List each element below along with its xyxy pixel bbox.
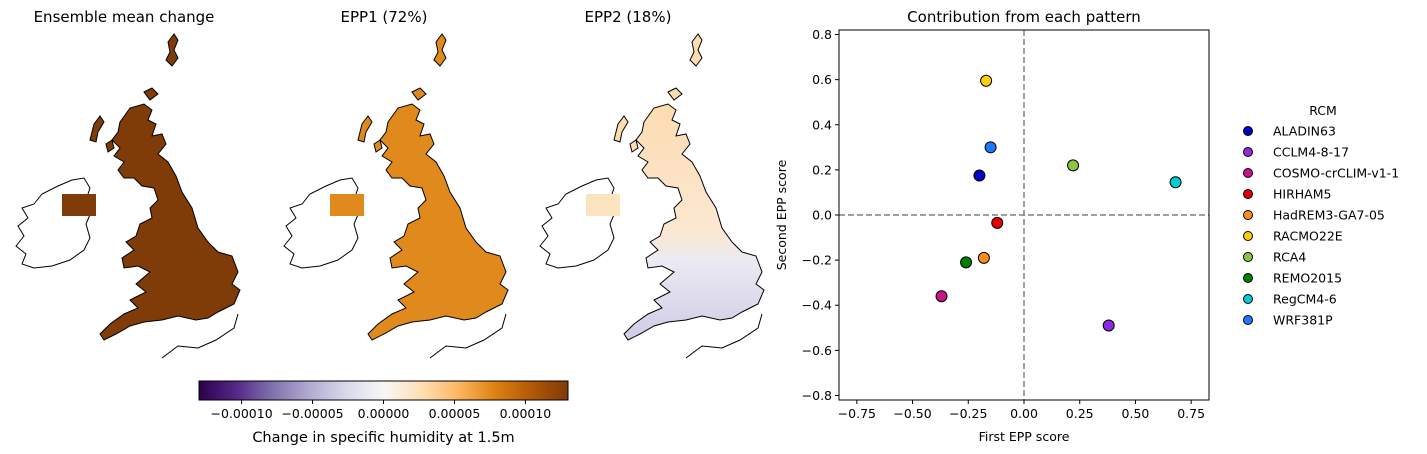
- y-tick-label-2: −0.4: [802, 298, 832, 313]
- ireland-outline-1: [15, 177, 93, 269]
- point-regcm4-6: [1169, 176, 1182, 189]
- legend-marker-6: [1243, 252, 1253, 262]
- y-tick-label-8: 0.8: [812, 27, 832, 42]
- plot-frame: [838, 29, 1210, 401]
- island-outline-2-3: [373, 139, 383, 153]
- y-tick-label-4: 0.0: [812, 208, 832, 223]
- ireland-outline-2: [283, 177, 361, 269]
- island-outline-1-3: [105, 139, 115, 153]
- y-tick-label-1: −0.6: [802, 343, 832, 358]
- colorbar-tick-label-3: 0.00005: [429, 406, 481, 421]
- island-outline-3-1: [667, 87, 683, 101]
- great-britain-map-3: [623, 103, 765, 341]
- x-tick-label-1: −0.50: [893, 406, 931, 421]
- legend-marker-1: [1243, 147, 1253, 157]
- northern-ireland-patch-1: [62, 194, 96, 216]
- map-title-1: Ensemble mean change: [34, 8, 215, 26]
- island-outline-2-0: [433, 33, 447, 67]
- map-panel-1: Ensemble mean change: [15, 8, 241, 359]
- colorbar-label: Change in specific humidity at 1.5m: [252, 430, 514, 446]
- legend-label-2: COSMO-crCLIM-v1-1: [1273, 166, 1399, 181]
- legend-marker-9: [1243, 315, 1253, 325]
- point-cclm4-8-17: [1102, 319, 1115, 332]
- legend-label-7: REMO2015: [1273, 271, 1342, 286]
- y-tick-label-0: −0.8: [802, 388, 832, 403]
- legend-label-9: WRF381P: [1273, 313, 1333, 328]
- legend-label-6: RCA4: [1273, 250, 1306, 265]
- x-tick-label-5: 0.50: [1122, 406, 1150, 421]
- legend-marker-0: [1243, 126, 1253, 136]
- colorbar-tick-label-1: −0.00005: [281, 406, 343, 421]
- x-tick-label-3: 0.00: [1010, 406, 1038, 421]
- x-tick-label-4: 0.25: [1066, 406, 1094, 421]
- island-outline-3-3: [629, 139, 639, 153]
- legend-title: RCM: [1309, 103, 1337, 118]
- legend-marker-3: [1243, 189, 1253, 199]
- x-tick-label-0: −0.75: [838, 406, 876, 421]
- island-outline-1-2: [89, 115, 105, 143]
- legend-marker-2: [1243, 168, 1253, 178]
- y-axis-label: Second EPP score: [774, 159, 789, 270]
- point-remo2015: [960, 256, 973, 269]
- point-wrf381p: [984, 141, 997, 154]
- island-outline-2-1: [411, 87, 427, 101]
- great-britain-map-2: [367, 103, 509, 341]
- point-hadrem3-ga7-05: [977, 251, 990, 264]
- northern-ireland-patch-2: [330, 194, 364, 216]
- ireland-outline-3: [539, 177, 617, 269]
- y-tick-label-3: −0.2: [802, 253, 832, 268]
- legend-marker-5: [1243, 231, 1253, 241]
- legend-label-4: HadREM3-GA7-05: [1273, 208, 1385, 223]
- legend-label-3: HIRHAM5: [1273, 187, 1331, 202]
- point-rca4: [1067, 159, 1080, 172]
- island-outline-1-1: [143, 87, 159, 101]
- point-racmo22e: [980, 74, 993, 87]
- colorbar-tick-label-2: 0.00000: [358, 406, 410, 421]
- x-tick-label-2: −0.25: [949, 406, 987, 421]
- point-hirham5: [991, 216, 1004, 229]
- map-title-3: EPP2 (18%): [585, 8, 672, 26]
- y-tick-label-7: 0.6: [812, 72, 832, 87]
- colorbar-tick-label-4: 0.00010: [500, 406, 552, 421]
- legend-marker-4: [1243, 210, 1253, 220]
- y-tick-label-6: 0.4: [812, 117, 832, 132]
- x-tick-label-6: 0.75: [1177, 406, 1205, 421]
- legend-label-5: RACMO22E: [1273, 229, 1343, 244]
- island-outline-1-0: [165, 33, 179, 67]
- colorbar: [198, 380, 569, 401]
- france-coast-2: [429, 313, 507, 359]
- france-coast-3: [685, 313, 763, 359]
- legend-label-8: RegCM4-6: [1273, 292, 1337, 307]
- legend-label-1: CCLM4-8-17: [1273, 145, 1349, 160]
- france-coast-1: [161, 313, 239, 359]
- chart-title: Contribution from each pattern: [907, 8, 1141, 26]
- y-tick-label-5: 0.2: [812, 162, 832, 177]
- legend-label-0: ALADIN63: [1273, 124, 1336, 139]
- map-panel-2: EPP1 (72%): [283, 8, 509, 359]
- island-outline-2-2: [357, 115, 373, 143]
- legend-marker-7: [1243, 273, 1253, 283]
- great-britain-map-1: [99, 103, 241, 341]
- map-title-2: EPP1 (72%): [341, 8, 428, 26]
- colorbar-tick-label-0: −0.00010: [210, 406, 272, 421]
- island-outline-3-0: [689, 33, 703, 67]
- point-cosmo-crclim-v1-1: [935, 290, 948, 303]
- legend-marker-8: [1243, 294, 1253, 304]
- map-panel-3: EPP2 (18%): [539, 8, 765, 359]
- island-outline-3-2: [613, 115, 629, 143]
- northern-ireland-patch-3: [586, 194, 620, 216]
- x-axis-label: First EPP score: [979, 429, 1070, 444]
- point-aladin63: [973, 169, 986, 182]
